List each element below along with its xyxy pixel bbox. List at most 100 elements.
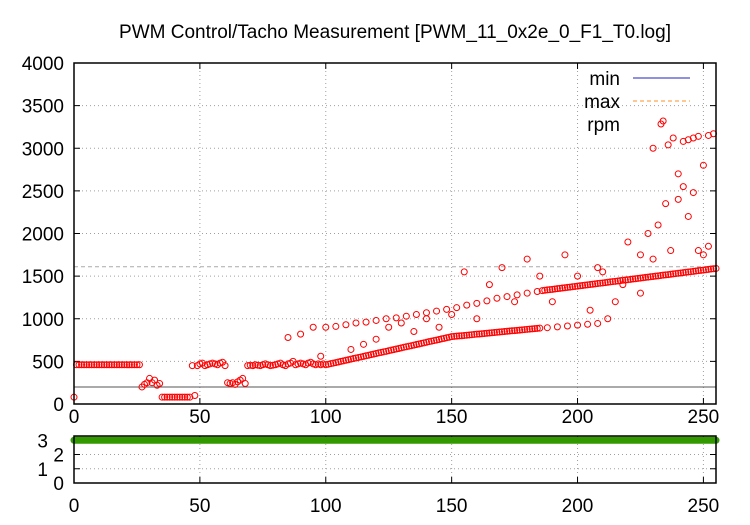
chart-title: PWM Control/Tacho Measurement [PWM_11_0x… bbox=[119, 22, 671, 43]
rpm-point bbox=[473, 315, 481, 323]
rpm-point bbox=[692, 267, 700, 275]
rpm-point bbox=[453, 304, 461, 312]
rpm-point bbox=[133, 361, 141, 369]
rpm-point bbox=[387, 346, 395, 354]
rpm-point bbox=[501, 328, 509, 336]
rpm-point bbox=[450, 332, 458, 340]
rpm-point bbox=[586, 280, 594, 288]
rpm-point bbox=[473, 299, 481, 307]
y-tick-label: 2 bbox=[53, 446, 64, 467]
rpm-point bbox=[490, 328, 498, 336]
rpm-point bbox=[90, 361, 98, 369]
rpm-point bbox=[392, 345, 400, 353]
rpm-point bbox=[523, 289, 531, 297]
rpm-point bbox=[548, 298, 556, 306]
rpm-point bbox=[521, 326, 529, 334]
rpm-point bbox=[556, 284, 564, 292]
rpm-point bbox=[166, 393, 174, 401]
rpm-point bbox=[161, 393, 169, 401]
x-tick-label: 100 bbox=[310, 496, 342, 517]
rpm-point bbox=[183, 393, 191, 401]
rpm-point bbox=[80, 361, 88, 369]
rpm-point bbox=[669, 270, 677, 278]
rpm-point bbox=[113, 361, 121, 369]
rpm-point bbox=[689, 189, 697, 197]
rpm-point bbox=[657, 272, 665, 280]
rpm-point bbox=[483, 297, 491, 305]
rpm-point bbox=[543, 324, 551, 332]
rpm-point bbox=[687, 268, 695, 276]
rpm-point bbox=[125, 361, 133, 369]
rpm-point bbox=[103, 361, 111, 369]
rpm-point bbox=[163, 393, 171, 401]
rpm-point bbox=[178, 393, 186, 401]
y-tick-label: 1000 bbox=[22, 310, 64, 331]
rpm-point bbox=[536, 324, 544, 332]
rpm-point bbox=[702, 266, 710, 274]
rpm-point bbox=[697, 266, 705, 274]
rpm-point bbox=[85, 361, 93, 369]
rpm-point bbox=[553, 323, 561, 331]
rpm-point bbox=[337, 357, 345, 365]
rpm-point bbox=[596, 279, 604, 287]
rpm-point bbox=[626, 275, 634, 283]
x-tick-label: 150 bbox=[436, 407, 468, 428]
rpm-point bbox=[669, 134, 677, 142]
rpm-point bbox=[173, 393, 181, 401]
rpm-point bbox=[652, 272, 660, 280]
rpm-point bbox=[93, 361, 101, 369]
rpm-point bbox=[639, 274, 647, 282]
rpm-point bbox=[584, 281, 592, 289]
y-tick-label: 1500 bbox=[22, 267, 64, 288]
x-tick-label: 200 bbox=[562, 496, 594, 517]
rpm-point bbox=[352, 319, 360, 327]
rpm-point bbox=[244, 362, 252, 370]
rpm-point bbox=[176, 393, 184, 401]
rpm-point bbox=[221, 362, 229, 370]
rpm-point bbox=[485, 281, 493, 289]
rpm-point bbox=[636, 274, 644, 282]
y-tick-label: 0 bbox=[53, 395, 64, 416]
rpm-point bbox=[422, 315, 430, 323]
rpm-point bbox=[508, 327, 516, 335]
rpm-point bbox=[654, 272, 662, 280]
rpm-point bbox=[647, 273, 655, 281]
rpm-point bbox=[528, 325, 536, 333]
rpm-point bbox=[619, 276, 627, 284]
rpm-point bbox=[453, 332, 461, 340]
rpm-point bbox=[83, 361, 91, 369]
rpm-point bbox=[480, 329, 488, 337]
rpm-point bbox=[88, 361, 96, 369]
rpm-point bbox=[694, 132, 702, 140]
rpm-point bbox=[382, 315, 390, 323]
rpm-point bbox=[465, 331, 473, 339]
rpm-point bbox=[568, 283, 576, 291]
rpm-point bbox=[455, 332, 463, 340]
plot-frame-lower bbox=[73, 435, 717, 484]
rpm-point bbox=[574, 321, 582, 329]
rpm-point bbox=[392, 314, 400, 322]
rpm-point bbox=[317, 352, 325, 360]
rpm-point bbox=[704, 265, 712, 273]
rpm-point bbox=[674, 269, 682, 277]
rpm-point bbox=[699, 251, 707, 259]
rpm-point bbox=[397, 319, 405, 327]
rpm-point bbox=[246, 361, 254, 369]
rpm-point bbox=[644, 273, 652, 281]
y-tick-label: 2500 bbox=[22, 182, 64, 203]
y-tick-label: 4000 bbox=[22, 54, 64, 75]
x-tick-label: 50 bbox=[189, 496, 210, 517]
rpm-point bbox=[360, 340, 368, 348]
rpm-point bbox=[123, 361, 131, 369]
rpm-point bbox=[108, 361, 116, 369]
legend-label-min: min bbox=[589, 69, 620, 90]
rpm-point bbox=[100, 361, 108, 369]
rpm-point bbox=[644, 230, 652, 237]
rpm-point bbox=[168, 393, 176, 401]
y-tick-label: 1 bbox=[37, 460, 48, 481]
legend-label-rpm: rpm bbox=[587, 115, 620, 136]
rpm-point bbox=[516, 326, 524, 334]
rpm-point bbox=[662, 200, 670, 208]
